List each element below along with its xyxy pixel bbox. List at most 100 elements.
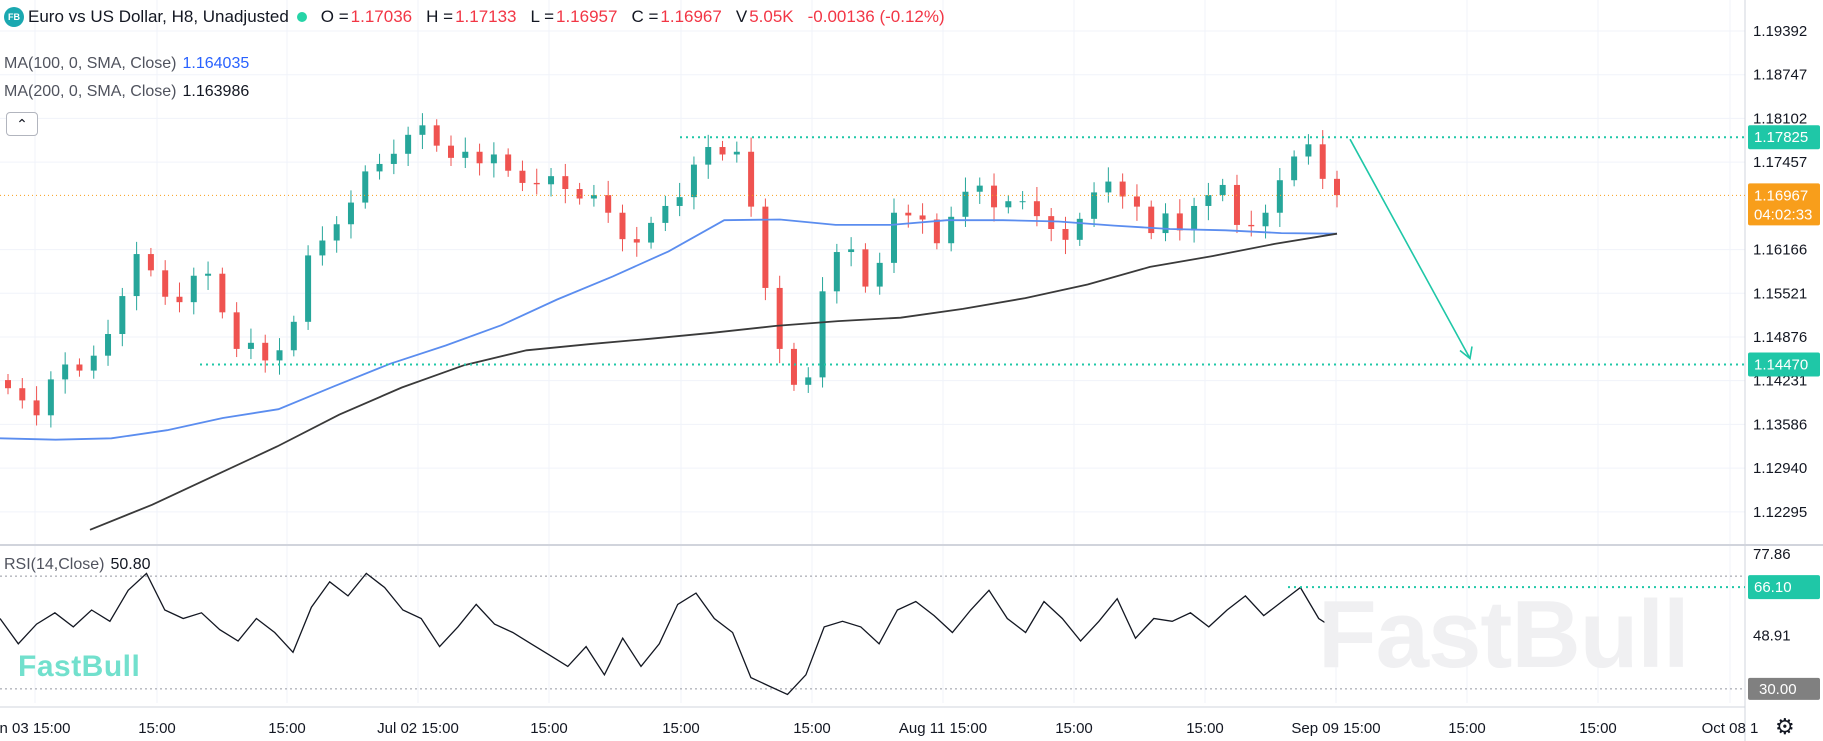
candle-body [690, 164, 697, 198]
candle-body [519, 170, 526, 183]
chart-header: FB Euro vs US Dollar, H8, Unadjusted O =… [4, 4, 945, 30]
price-tick-label: 1.17457 [1753, 154, 1807, 171]
candle-body [305, 255, 312, 322]
candle-body [776, 287, 783, 349]
ma100-line [0, 218, 1338, 441]
candle-body [719, 147, 726, 155]
rsi-label: RSI(14,Close) [4, 556, 105, 573]
candle-body [1105, 181, 1112, 193]
candle-body [762, 206, 769, 288]
candle-body [90, 355, 97, 371]
time-tick-label: 15:00 [793, 720, 831, 737]
current-price-tag-bg [1748, 183, 1820, 226]
candle-body [1262, 212, 1269, 227]
ma100-value: 1.164035 [182, 55, 250, 72]
candle-body [1319, 144, 1326, 179]
candle-body [833, 252, 840, 292]
watermark-logo: FastBull [18, 650, 141, 683]
price-tick-label: 1.16166 [1753, 242, 1807, 259]
candle-body [1305, 144, 1312, 157]
time-tick-label: n 03 15:00 [0, 720, 70, 737]
candle-body [390, 153, 397, 164]
ma200-legend[interactable]: MA(200, 0, SMA, Close) 1.163986 [4, 83, 249, 101]
watermark-large: FastBull [1318, 581, 1690, 688]
rsi-oversold-tag-bg [1748, 677, 1820, 700]
time-tick-label: 15:00 [1055, 720, 1093, 737]
resistance-price-tag-text: 1.17825 [1754, 129, 1808, 146]
candle-body [76, 364, 83, 371]
candle-body [162, 270, 169, 297]
candle-body [1233, 184, 1240, 225]
ohlc-open: O = 1.17036 [320, 7, 413, 26]
candle-body [633, 239, 640, 243]
ma200-label: MA(200, 0, SMA, Close) [4, 83, 177, 100]
symbol-title[interactable]: Euro vs US Dollar, H8, Unadjusted [28, 7, 289, 26]
rsi-level-tag-text: 66.10 [1754, 579, 1792, 596]
candle-body [1005, 201, 1012, 208]
candle-body [1119, 181, 1126, 197]
price-tick-label: 1.18747 [1753, 67, 1807, 84]
candle-body [5, 380, 11, 389]
candle-body [748, 151, 755, 207]
candle-body [233, 312, 240, 349]
candle-body [1091, 192, 1098, 219]
candle-body [1176, 213, 1183, 231]
candle-body [219, 273, 226, 313]
settings-gear-icon[interactable]: ⚙ [1775, 714, 1795, 739]
candle-body [1248, 224, 1255, 227]
candle-body [33, 400, 40, 416]
time-tick-label: Jul 02 15:00 [377, 720, 459, 737]
candle-body [905, 212, 912, 216]
ohlc-volume: V 5.05K [735, 7, 794, 26]
rsi-legend[interactable]: RSI(14,Close) 50.80 [4, 556, 151, 574]
projection-arrowhead [1459, 346, 1473, 360]
candle-body [948, 216, 955, 244]
candle-body [147, 254, 154, 271]
candle-body [333, 224, 340, 241]
ma100-legend[interactable]: MA(100, 0, SMA, Close) 1.164035 [4, 55, 249, 73]
candle-body [405, 134, 412, 154]
time-tick-label: 15:00 [1186, 720, 1224, 737]
target-price-tag-text: 1.14470 [1754, 356, 1808, 373]
collapse-legend-button[interactable]: ⌃ [6, 112, 38, 136]
current-price-tag-text: 04:02:33 [1754, 206, 1812, 223]
candle-body [276, 350, 283, 361]
candle-body [133, 254, 140, 297]
candle-body [419, 125, 426, 135]
candle-body [190, 275, 197, 303]
candle-body [533, 182, 540, 185]
resistance-price-tag-bg [1748, 125, 1820, 150]
candle-body [205, 273, 212, 276]
candle-body [1162, 213, 1169, 234]
candle-body [933, 219, 940, 244]
price-tick-label: 1.14231 [1753, 373, 1807, 390]
candle-body [476, 151, 483, 164]
candle-body [262, 342, 269, 361]
candle-body [105, 334, 112, 356]
candle-body [1076, 218, 1083, 240]
time-tick-label: 15:00 [530, 720, 568, 737]
ma100-label: MA(100, 0, SMA, Close) [4, 55, 177, 72]
candle-body [462, 151, 469, 158]
price-tick-label: 1.18102 [1753, 110, 1807, 127]
price-tick-label: 1.19392 [1753, 23, 1807, 40]
price-tick-label: 1.14876 [1753, 329, 1807, 346]
candle-body [119, 296, 126, 335]
candle-body [1033, 201, 1040, 217]
candle-body [819, 291, 826, 378]
candle-body [347, 202, 354, 225]
ma200-line [89, 232, 1338, 531]
time-tick-label: Oct 08 1 [1702, 720, 1759, 737]
candle-body [1291, 156, 1298, 181]
candle-body [548, 176, 555, 185]
candle-body [1133, 196, 1140, 207]
time-tick-label: 15:00 [662, 720, 700, 737]
price-change: -0.00136 (-0.12%) [807, 7, 945, 26]
candle-body [1148, 206, 1155, 234]
candle-body [1276, 180, 1283, 213]
rsi-level-tag-bg [1748, 575, 1820, 600]
rsi-line [0, 572, 1338, 696]
rsi-tick-label: 48.91 [1753, 628, 1791, 645]
candle-body [648, 222, 655, 243]
